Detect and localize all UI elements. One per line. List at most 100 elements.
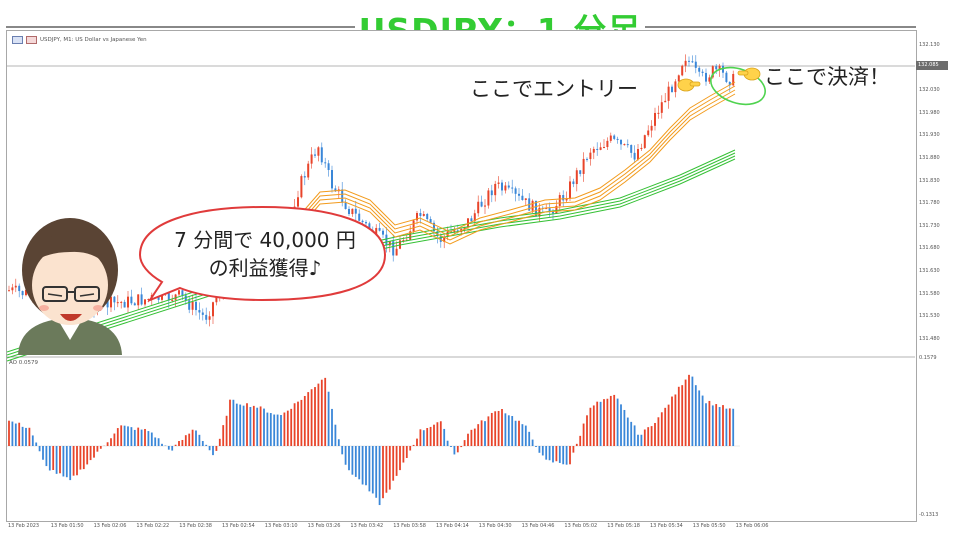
candle-body (688, 60, 690, 62)
ao-bar (514, 420, 517, 446)
ao-bar (524, 425, 527, 446)
ao-bar (147, 431, 150, 446)
candle-body (691, 61, 694, 63)
candle-body (626, 144, 629, 146)
candle-body (426, 214, 429, 220)
ao-bar (79, 446, 82, 470)
candle-body (8, 290, 10, 292)
candle-body (378, 227, 381, 231)
candle-body (562, 195, 565, 201)
ao-bar (433, 424, 435, 446)
candle-body (558, 195, 561, 206)
ao-bar (368, 446, 371, 492)
ao-bar (290, 408, 293, 446)
time-axis[interactable]: 13 Feb 2023 13 Feb 01:50 13 Feb 02:06 13 Fe… (6, 522, 916, 536)
ao-bar (157, 438, 160, 446)
ao-bar (365, 446, 367, 486)
ao-bar (154, 437, 157, 446)
candle-body (484, 205, 486, 207)
ao-bar (303, 395, 306, 446)
candle-body (310, 154, 313, 164)
ao-bar (572, 446, 575, 453)
ao-bar (528, 431, 531, 446)
ao-bar (348, 446, 350, 471)
ao-bar (477, 424, 480, 446)
candle-body (18, 285, 21, 292)
ao-bar (150, 432, 153, 446)
ao-bar (609, 395, 612, 446)
time-tick-label: 13 Feb 04:30 (478, 523, 512, 529)
ao-bar (195, 430, 197, 446)
candle-body (21, 291, 24, 296)
candle-body (694, 61, 697, 68)
ao-bar (69, 446, 72, 481)
candle-body (677, 75, 680, 82)
candle-body (681, 65, 684, 76)
ao-bar (439, 421, 442, 446)
ao-bar (405, 446, 408, 459)
ao-bar (484, 421, 486, 446)
ao-bar (361, 446, 364, 485)
ao-bar (130, 427, 133, 446)
candle-body (545, 208, 548, 210)
ao-bar (613, 394, 616, 446)
price-tick-label: 131.880 (919, 155, 940, 161)
ao-bar (586, 415, 588, 446)
candle-body (708, 77, 711, 82)
candle-body (314, 154, 316, 156)
ao-bar (337, 439, 340, 446)
candle-body (300, 176, 303, 198)
ao-bar (327, 391, 330, 446)
indicator-list-icon[interactable] (26, 36, 37, 44)
ao-bar (637, 434, 639, 446)
candle-body (684, 60, 687, 66)
ao-bar (643, 429, 646, 446)
moving-average-lines (6, 81, 736, 362)
candle-body (609, 135, 612, 141)
candle-body (728, 81, 731, 86)
ao-bar (623, 409, 626, 446)
candle-body (524, 198, 527, 200)
ao-bar (460, 446, 463, 448)
candle-body (392, 241, 395, 256)
speech-bubble-text: 7 分間で 40,000 円 の利益獲得♪ (150, 226, 380, 282)
candle-body (572, 181, 575, 185)
candle-body (123, 301, 126, 308)
pointing-hand-right-icon (677, 78, 701, 92)
ao-bar (35, 442, 38, 446)
ao-bar (725, 408, 728, 446)
ao-bar (426, 427, 429, 446)
bubble-line-1: 7 分間で 40,000 円 (174, 228, 356, 252)
time-tick-label: 13 Feb 05:50 (692, 523, 726, 529)
ao-bar (273, 414, 276, 446)
ao-bar (422, 430, 425, 446)
ao-bar (181, 439, 184, 446)
candle-body (409, 231, 412, 240)
price-tick-label: 131.930 (919, 132, 940, 139)
ao-bar (184, 435, 187, 446)
candle-body (725, 72, 728, 82)
time-tick-label: 13 Feb 06:06 (735, 523, 769, 529)
ao-bar (705, 403, 707, 446)
ao-bar (694, 385, 697, 446)
candle-body (303, 176, 306, 178)
ao-bar (388, 446, 391, 490)
ao-bar (463, 440, 466, 446)
ao-bar (521, 424, 524, 446)
candle-body (453, 230, 456, 233)
ao-bar (555, 446, 558, 462)
candle-body (348, 208, 350, 215)
ao-bar (235, 403, 238, 446)
price-axis[interactable]: 132.130132.080132.030131.980131.930131.8… (916, 30, 960, 522)
ao-bar (89, 446, 92, 461)
ao-bar (191, 429, 194, 446)
ao-bar (116, 428, 119, 446)
symbol-header: USDJPY, M1: US Dollar vs Japanese Yen (12, 36, 147, 44)
candle-body (365, 222, 367, 224)
candle-body (405, 239, 408, 241)
chart-type-icon[interactable] (12, 36, 23, 44)
candle-body (429, 219, 432, 223)
candle-body (113, 296, 116, 303)
ao-bar (599, 401, 602, 446)
